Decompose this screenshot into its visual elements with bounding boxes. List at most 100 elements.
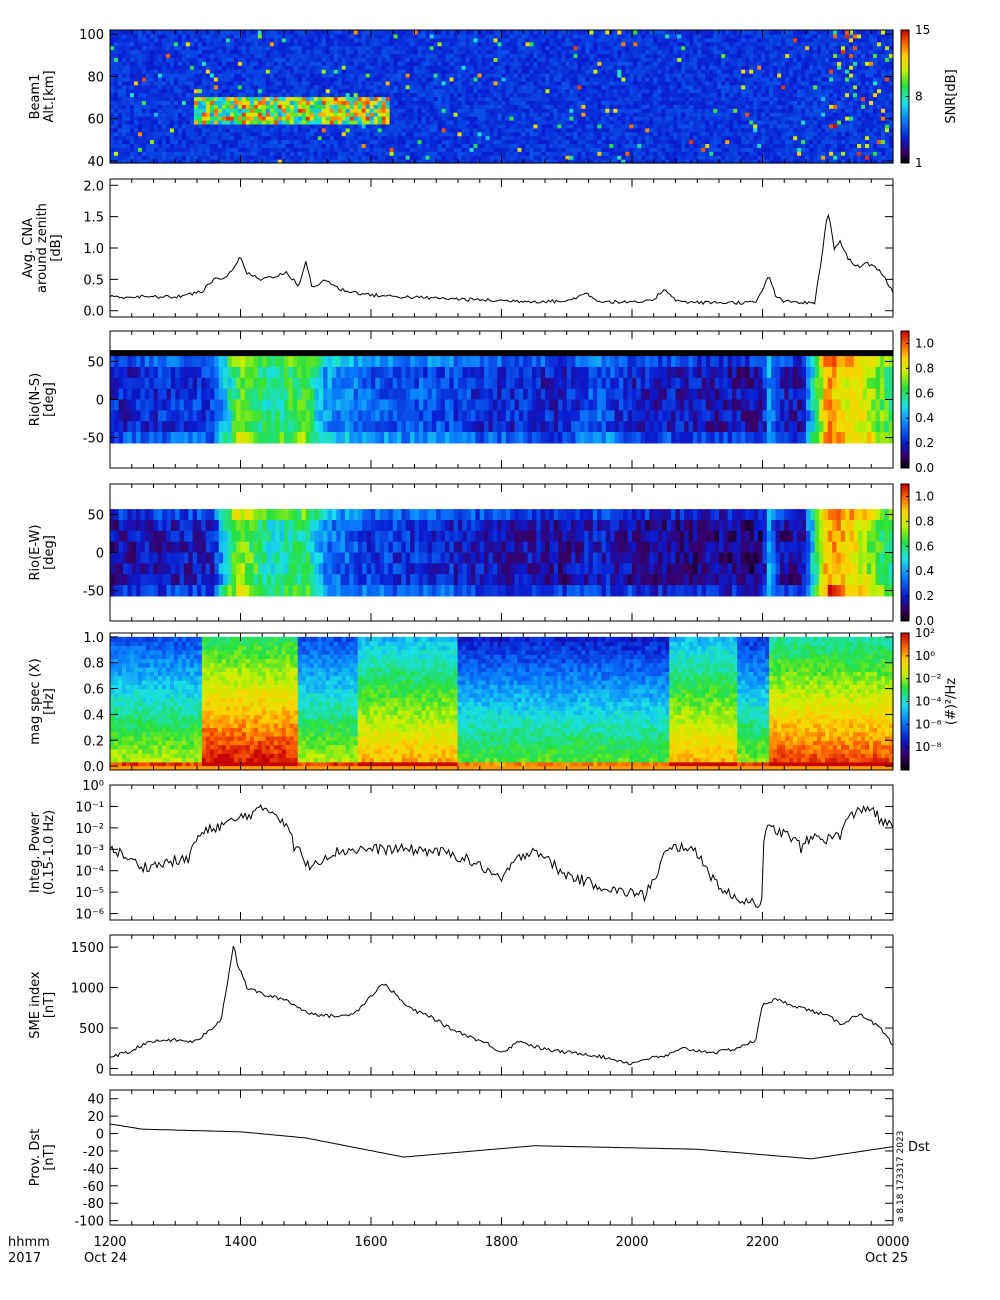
heatmap-cell (577, 139, 582, 145)
heatmap-cell (205, 131, 211, 137)
heatmap-cell (169, 131, 175, 137)
heatmap-cell (653, 96, 658, 102)
heatmap-cell (189, 41, 195, 47)
heatmap-cell (185, 147, 191, 152)
heatmap-cell (481, 139, 487, 145)
heatmap-cell (509, 84, 515, 90)
heatmap-cell (425, 119, 431, 125)
heatmap-cell (493, 135, 499, 141)
heatmap-cell (149, 33, 155, 39)
heatmap-cell (281, 49, 287, 55)
heatmap-cell (401, 143, 407, 148)
heatmap-cell (625, 119, 630, 125)
heatmap-cell (321, 49, 327, 55)
heatmap-cell (233, 135, 239, 141)
heatmap-cell (185, 116, 191, 121)
heatmap-cell (249, 57, 255, 62)
heatmap-cell (305, 53, 311, 58)
heatmap-cell (569, 84, 575, 90)
heatmap-cell (245, 131, 251, 137)
heatmap-cell (565, 41, 571, 47)
heatmap-cell (253, 112, 259, 117)
heatmap-cell (509, 69, 515, 74)
heatmap-cell (433, 123, 439, 129)
heatmap-cell (537, 119, 543, 125)
heatmap-cell (273, 155, 279, 160)
heatmap-cell (353, 112, 359, 117)
heatmap-cell (317, 65, 323, 70)
heatmap-cell (253, 135, 259, 141)
heatmap-cell (285, 65, 291, 70)
heatmap-cell (213, 80, 219, 86)
heatmap-cell (213, 119, 219, 125)
heatmap-cell (110, 76, 115, 82)
heatmap-cell (593, 45, 598, 51)
heatmap-cell (693, 53, 698, 58)
heatmap-cell (237, 88, 243, 94)
heatmap-cell (437, 159, 443, 164)
heatmap-cell (261, 92, 267, 98)
heatmap-cell (401, 155, 407, 160)
heatmap-cell (129, 88, 135, 94)
heatmap-cell (497, 104, 503, 109)
heatmap-cell (201, 37, 207, 43)
heatmap-cell (113, 96, 119, 102)
heatmap-cell (389, 159, 395, 164)
heatmap-cell (125, 57, 131, 62)
heatmap-cell (557, 76, 563, 82)
heatmap-cell (421, 69, 427, 74)
heatmap-cell (197, 49, 203, 55)
heatmap-cell (585, 100, 590, 105)
heatmap-cell (381, 45, 387, 51)
heatmap-cell (193, 49, 199, 55)
heatmap-cell (365, 155, 371, 160)
heatmap-cell (433, 131, 439, 137)
heatmap-cell (153, 112, 159, 117)
heatmap-cell (405, 53, 411, 58)
heatmap-cell (357, 76, 363, 82)
heatmap-cell (193, 69, 199, 74)
heatmap-cell (177, 45, 183, 51)
heatmap-cell (433, 147, 439, 152)
heatmap-cell (525, 33, 531, 39)
heatmap-cell (601, 104, 606, 109)
heatmap-cell (369, 37, 375, 43)
heatmap-cell (481, 135, 487, 141)
heatmap-cell (665, 84, 670, 90)
heatmap-cell (241, 131, 247, 137)
heatmap-cell (565, 119, 571, 125)
heatmap-cell (541, 41, 547, 47)
heatmap-cell (353, 123, 359, 129)
heatmap-cell (241, 155, 247, 160)
heatmap-cell (377, 147, 383, 152)
heatmap-cell (325, 73, 331, 78)
heatmap-cell (541, 139, 547, 145)
heatmap-cell (597, 69, 602, 74)
heatmap-cell (121, 45, 127, 51)
heatmap-cell (689, 96, 694, 102)
heatmap-cell (497, 49, 503, 55)
heatmap-cell (349, 49, 355, 55)
heatmap-cell (517, 119, 523, 125)
heatmap-cell (469, 92, 475, 98)
heatmap-cell (525, 108, 531, 113)
heatmap-cell (113, 151, 119, 156)
heatmap-cell (385, 108, 391, 113)
heatmap-cell (305, 135, 311, 141)
heatmap-cell (337, 159, 343, 164)
heatmap-cell (565, 57, 571, 62)
heatmap-cell (329, 41, 335, 47)
heatmap-cell (505, 151, 511, 156)
heatmap-cell (569, 92, 575, 98)
heatmap-cell (593, 119, 598, 125)
heatmap-cell (385, 96, 391, 102)
heatmap-cell (197, 139, 203, 145)
heatmap-cell (677, 100, 682, 105)
heatmap-cell (313, 104, 319, 109)
heatmap-cell (177, 65, 183, 70)
heatmap-cell (157, 53, 163, 58)
heatmap-cell (505, 49, 511, 55)
heatmap-cell (265, 37, 271, 43)
heatmap-cell (113, 49, 119, 55)
heatmap-cell (345, 65, 351, 70)
